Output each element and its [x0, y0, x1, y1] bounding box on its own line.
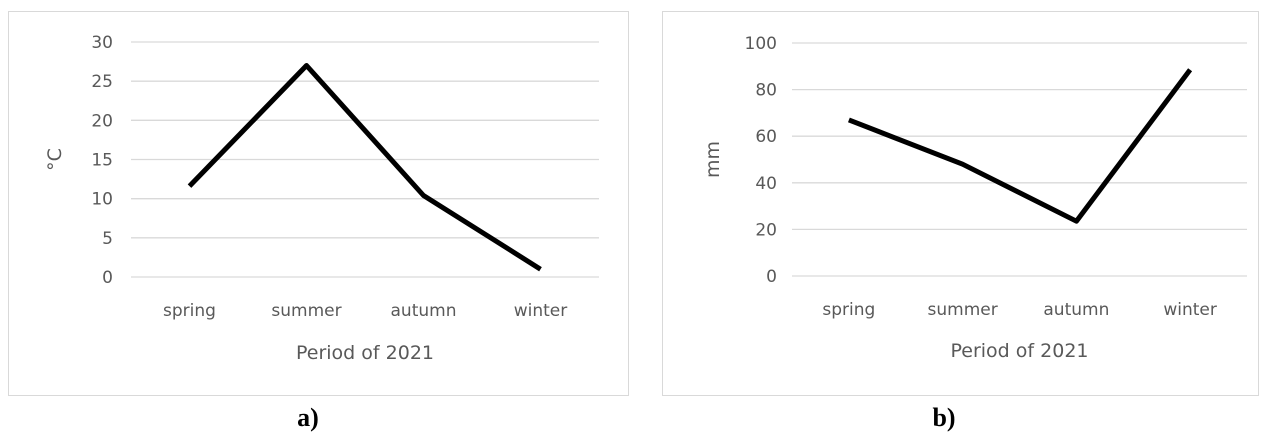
chart-a-x-tick-label: autumn	[391, 301, 457, 321]
chart-a-y-tick-label: 15	[91, 151, 113, 171]
chart-a-y-tick-label: 0	[102, 268, 113, 288]
chart-a-y-tick-label: 30	[91, 33, 113, 53]
chart-a-x-tick-label: summer	[271, 301, 341, 321]
chart-b-panel: 0 20 40 60 80 100 spring summer autumn winter Peri…	[662, 11, 1259, 396]
chart-b-caption: b)	[932, 403, 956, 432]
chart-a-y-tick-label: 5	[102, 229, 113, 249]
chart-b-x-tick-label: autumn	[1043, 300, 1109, 320]
chart-a-y-tick-label: 25	[91, 72, 113, 92]
chart-a-caption: a)	[297, 403, 319, 432]
chart-a-svg: 0 5 10 15 20 25 30 spring summer autumn winter Peri…	[44, 33, 599, 364]
chart-b-x-tick-label: winter	[1163, 300, 1217, 320]
chart-b-y-tick-label: 0	[766, 267, 777, 287]
chart-b-y-tick-label: 100	[745, 34, 777, 54]
chart-a-y-axis-title: °C	[44, 148, 66, 171]
chart-a-panel: 0 5 10 15 20 25 30 spring summer autumn winter Peri…	[8, 11, 629, 396]
chart-b-x-tick-label: spring	[822, 300, 875, 320]
chart-b-svg: 0 20 40 60 80 100 spring summer autumn winter Peri…	[702, 34, 1247, 362]
chart-b-y-tick-label: 80	[755, 81, 777, 101]
chart-b-y-tick-label: 40	[755, 174, 777, 194]
chart-a-y-tick-label: 20	[91, 111, 113, 131]
chart-a-x-axis-title: Period of 2021	[296, 342, 434, 364]
chart-a-x-tick-label: spring	[163, 301, 216, 321]
chart-b-y-tick-label: 60	[755, 127, 777, 147]
chart-a-x-tick-label: winter	[514, 301, 568, 321]
chart-b-x-axis-title: Period of 2021	[951, 340, 1089, 362]
chart-a-y-tick-label: 10	[91, 190, 113, 210]
chart-b-y-axis-title: mm	[702, 141, 724, 178]
chart-a-series-line	[187, 63, 542, 272]
chart-b-x-tick-label: summer	[928, 300, 998, 320]
chart-b-series-line	[847, 68, 1193, 224]
chart-b-y-tick-label: 20	[755, 220, 777, 240]
